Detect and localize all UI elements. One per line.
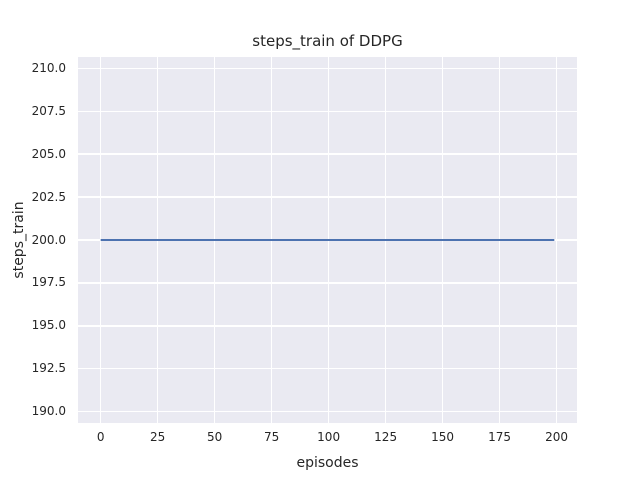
x-gridline (555, 57, 558, 423)
x-tick-label: 75 (264, 430, 280, 444)
y-gridline (78, 153, 577, 155)
y-tick-label: 192.5 (31, 361, 66, 376)
x-tick-label: 25 (150, 430, 166, 444)
y-tick-label: 210.0 (31, 60, 66, 75)
y-gridline (78, 196, 577, 198)
chart-title: steps_train of DDPG (252, 32, 403, 50)
x-gridline (99, 57, 102, 423)
y-gridline (78, 325, 577, 327)
x-tick-label: 200 (545, 430, 569, 444)
y-tick-label: 197.5 (31, 275, 66, 290)
data-series-layer (100, 239, 555, 241)
x-tick-label: 100 (317, 430, 341, 444)
x-tick-label: 175 (488, 430, 512, 444)
y-tick-label: 202.5 (31, 189, 66, 204)
y-gridline (78, 367, 577, 370)
y-gridline (78, 110, 577, 113)
x-tick-label: 150 (431, 430, 455, 444)
y-gridline (78, 410, 577, 413)
y-tick-label: 200.0 (31, 232, 66, 247)
y-tick-label: 190.0 (31, 404, 66, 418)
y-tick-label: 195.0 (31, 318, 66, 333)
x-tick-label: 125 (374, 430, 398, 444)
x-axis-label: episodes (296, 455, 359, 471)
y-tick-label: 205.0 (31, 146, 66, 161)
y-tick-label: 207.5 (31, 103, 66, 118)
y-gridline (78, 282, 577, 284)
x-tick-label: 0 (96, 430, 105, 444)
y-gridline (78, 67, 577, 70)
x-tick-label: 50 (207, 430, 223, 444)
